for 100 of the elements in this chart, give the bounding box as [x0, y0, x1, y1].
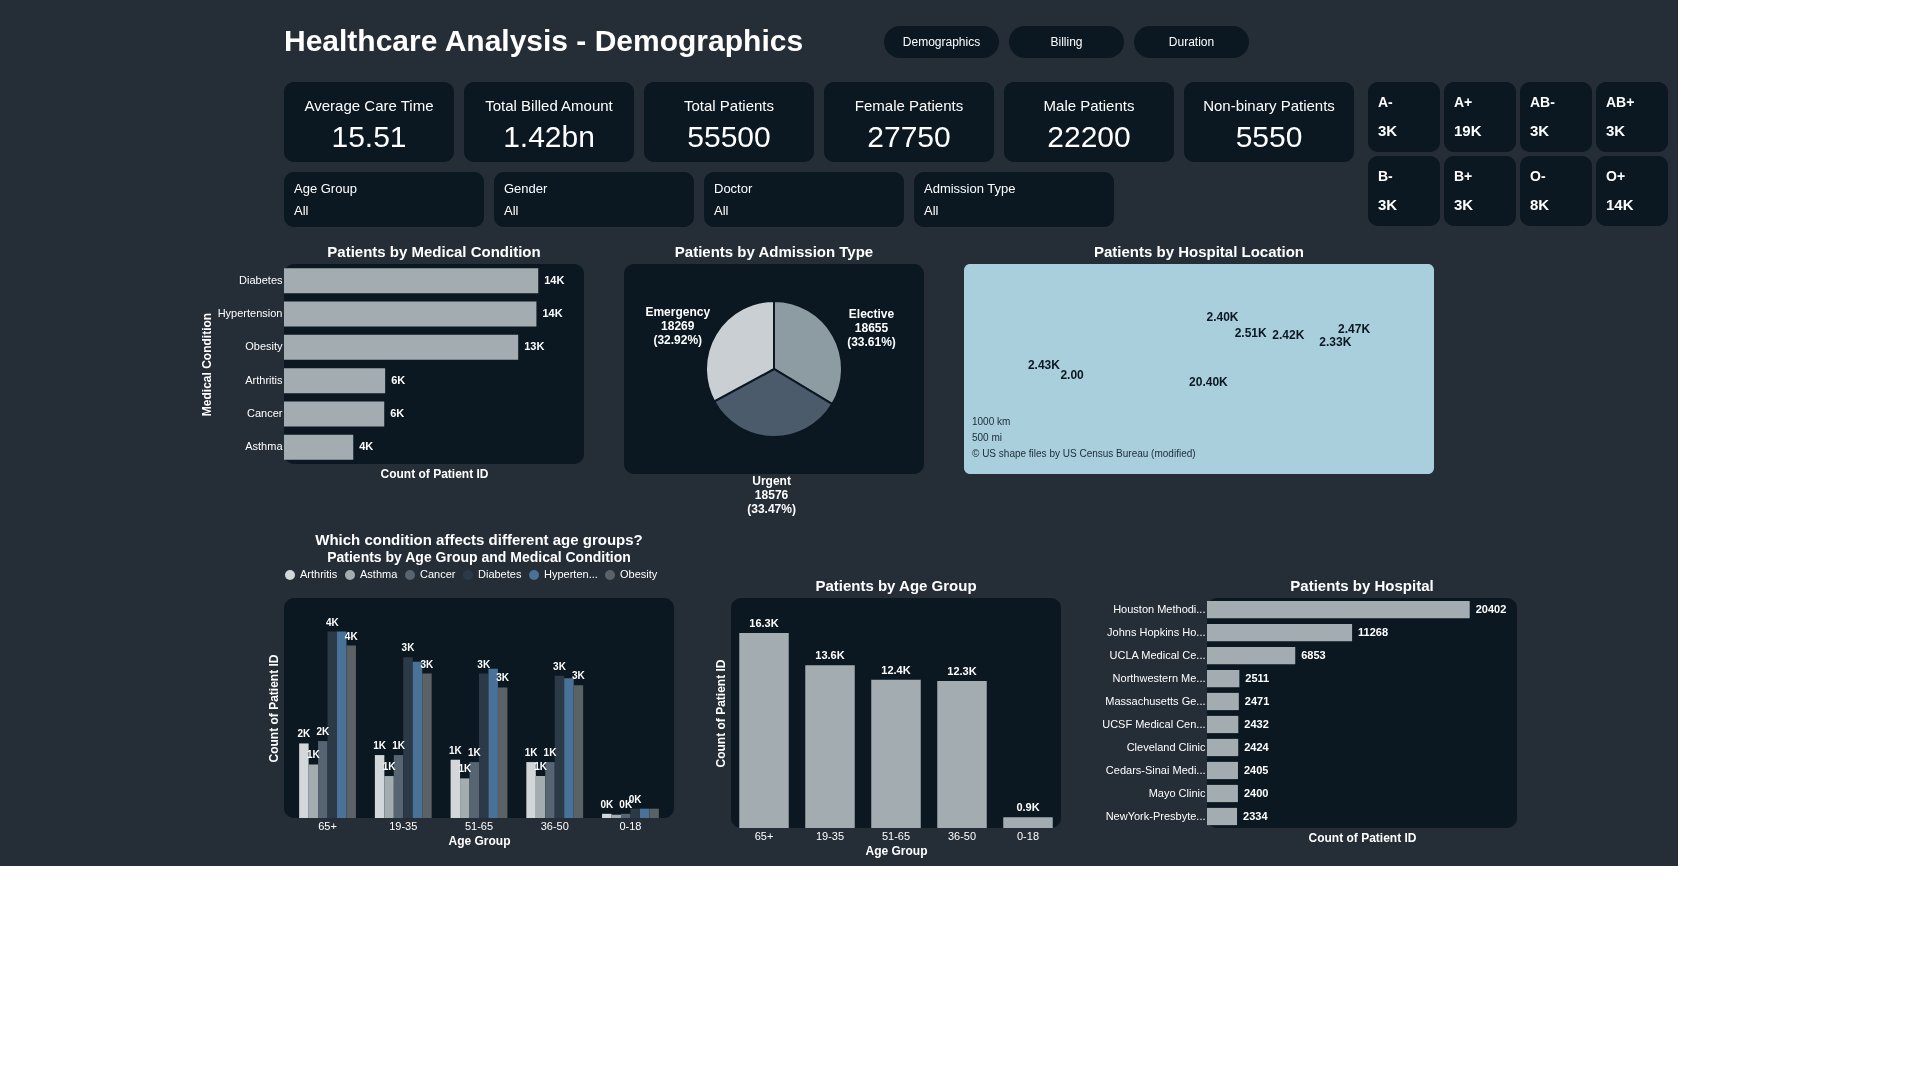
- text: 2.47K: [1338, 322, 1371, 337]
- slice-label: Elective: [848, 306, 895, 321]
- text: All: [504, 202, 519, 218]
- text: A+: [1454, 94, 1473, 110]
- y-tick-label: UCSF Medical Cen...: [1102, 717, 1206, 730]
- bar: [422, 673, 432, 818]
- text: B+: [1454, 168, 1473, 184]
- text: 500 mi: [972, 432, 1003, 443]
- text: 2.40K: [1206, 309, 1239, 324]
- text: 15.51: [331, 120, 407, 153]
- text: Male Patients: [1043, 97, 1135, 114]
- chart-title: Patients by Age Group: [815, 577, 977, 594]
- text: Duration: [1168, 35, 1215, 49]
- bar: [1207, 600, 1470, 619]
- bar: [308, 764, 319, 818]
- text: Female Patients: [854, 97, 964, 114]
- y-tick-label: Arthritis: [245, 373, 283, 386]
- x-tick-label: 36-50: [947, 829, 977, 842]
- y-tick-label: Diabetes: [239, 273, 283, 286]
- x-tick-label: 19-35: [815, 829, 845, 842]
- bar: [1207, 807, 1238, 826]
- bar: [564, 678, 574, 818]
- data-label: 14K: [542, 307, 563, 319]
- text: Doctor: [714, 180, 753, 196]
- data-label: 11268: [1358, 625, 1389, 638]
- data-label: 0.9K: [1016, 801, 1040, 814]
- y-tick-label: Cancer: [247, 407, 283, 419]
- text: O+: [1606, 168, 1626, 184]
- text: 8K: [1530, 196, 1550, 213]
- x-axis-title: Age Group: [865, 843, 928, 858]
- chart-subtitle: Patients by Age Group and Medical Condition: [327, 549, 631, 565]
- text: 3K: [1378, 196, 1398, 213]
- text: 27750: [867, 120, 951, 153]
- data-label: 0K: [600, 798, 614, 810]
- bar: [450, 759, 461, 818]
- bar: [526, 762, 536, 818]
- bar: [327, 631, 338, 818]
- bar: [284, 434, 354, 460]
- text: AB+: [1606, 94, 1635, 110]
- y-tick-label: Asthma: [245, 440, 284, 453]
- y-tick-label: Cedars-Sinai Medi...: [1105, 763, 1206, 776]
- y-axis-title: Medical Condition: [199, 312, 214, 417]
- x-tick-label: 19-35: [389, 819, 418, 832]
- bar: [1207, 761, 1238, 780]
- bar: [649, 808, 659, 818]
- x-tick-label: 36-50: [540, 819, 569, 832]
- text: Demographics: [902, 35, 981, 49]
- data-label: 14K: [544, 273, 565, 286]
- data-label: 16.3K: [749, 617, 779, 630]
- bar: [620, 813, 631, 818]
- data-label: 3K: [553, 660, 567, 672]
- text: 2.42K: [1272, 328, 1305, 343]
- y-tick-label: Johns Hopkins Ho...: [1107, 625, 1206, 638]
- data-label: 1K: [543, 747, 558, 759]
- data-label: 13.6K: [815, 649, 845, 662]
- text: 3K: [1606, 122, 1626, 139]
- text: © US shape files by US Census Bureau (modified): [972, 448, 1196, 459]
- text: 14K: [1606, 196, 1634, 213]
- data-label: 3K: [571, 670, 586, 682]
- legend-label: Arthritis: [300, 568, 338, 580]
- text: Average Care Time: [304, 97, 434, 114]
- bar: [318, 741, 328, 818]
- bar: [460, 778, 470, 818]
- data-label: 2K: [297, 728, 312, 740]
- text: Admission Type: [924, 180, 1016, 196]
- data-label: 3K: [477, 658, 491, 670]
- x-axis-title: Count of Patient ID: [1308, 830, 1417, 845]
- bar: [412, 661, 423, 818]
- y-tick-label: Cleveland Clinic: [1126, 740, 1206, 753]
- text: 3K: [1454, 196, 1474, 213]
- bar: [479, 673, 489, 818]
- text: 19K: [1454, 122, 1482, 139]
- text: 3K: [1378, 122, 1398, 139]
- bar: [284, 334, 519, 360]
- y-tick-label: Hypertension: [217, 307, 283, 319]
- text: All: [924, 202, 939, 218]
- data-label: 20402: [1475, 602, 1507, 615]
- text: All: [714, 202, 729, 218]
- legend-label: Cancer: [420, 568, 456, 580]
- text: Healthcare Analysis - Demographics: [284, 24, 804, 57]
- bar: [639, 808, 650, 818]
- chart-title: Patients by Medical Condition: [327, 243, 541, 260]
- y-tick-label: UCLA Medical Ce...: [1109, 648, 1206, 661]
- bar: [1207, 784, 1238, 803]
- bar: [573, 685, 584, 818]
- data-label: 12.3K: [947, 664, 977, 677]
- bar: [1207, 738, 1239, 757]
- text: 5550: [1235, 120, 1303, 153]
- data-label: 2400: [1243, 786, 1269, 799]
- data-label: 2334: [1243, 809, 1269, 822]
- data-label: 12.4K: [881, 663, 911, 676]
- slice-label: Emergency: [645, 304, 711, 319]
- text: All: [294, 202, 309, 218]
- legend-label: Diabetes: [478, 568, 522, 580]
- text: 2.43K: [1027, 357, 1061, 372]
- bar: [488, 668, 498, 818]
- text: Total Billed Amount: [485, 97, 614, 114]
- data-label: 18576 (33.47%): [747, 487, 796, 516]
- y-tick-label: Northwestern Me...: [1112, 671, 1206, 684]
- bar: [284, 368, 386, 394]
